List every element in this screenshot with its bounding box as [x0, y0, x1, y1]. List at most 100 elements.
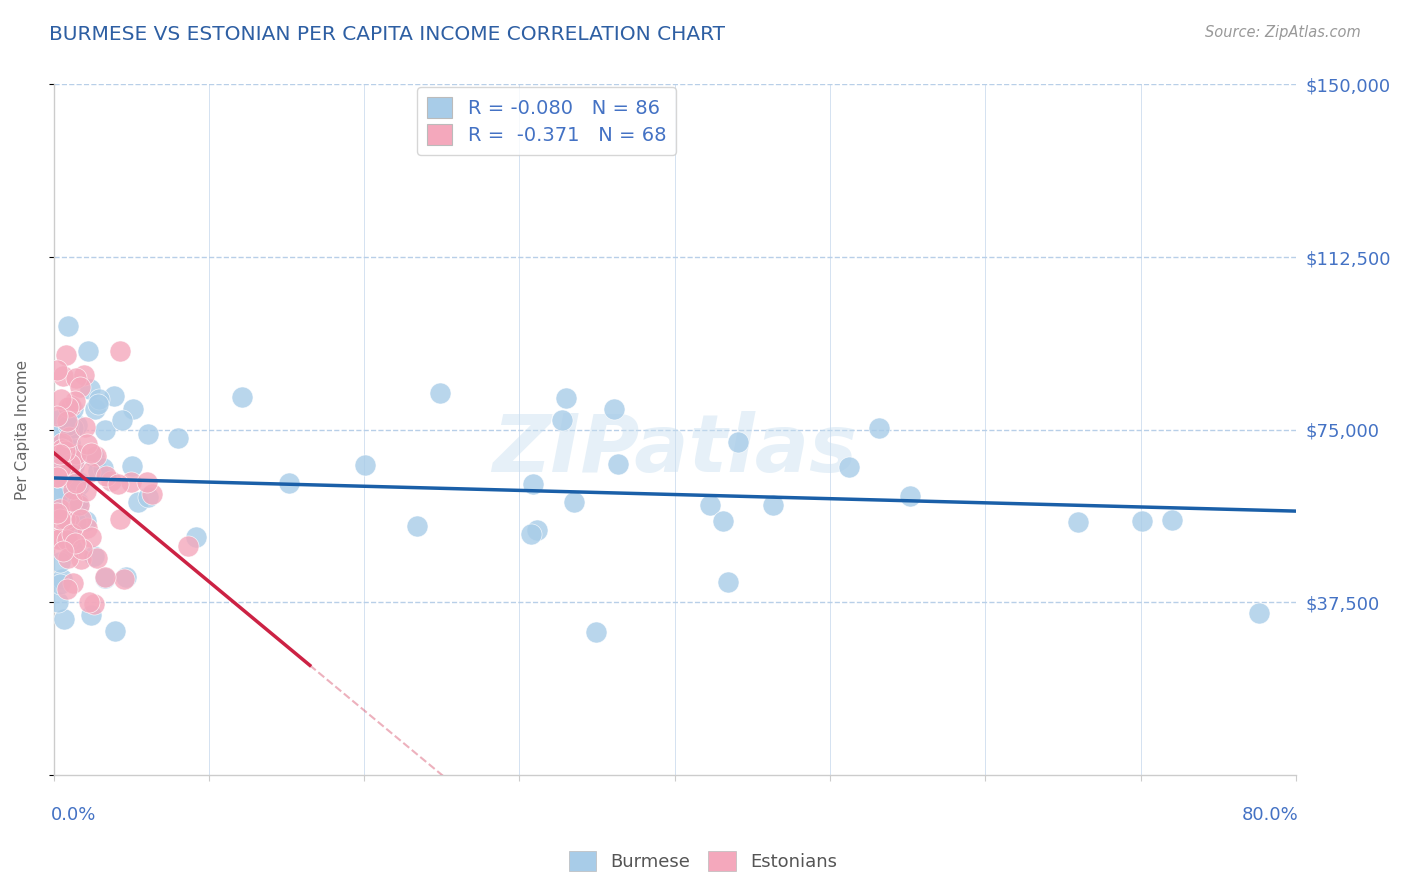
Point [63, 394, 86, 409]
Point [51, 469, 73, 483]
Point [84, 401, 107, 416]
Point [91, 461, 114, 475]
Point [46, 468, 69, 483]
Point [45, 532, 67, 546]
Point [84, 449, 107, 463]
Point [67, 498, 90, 512]
Point [602, 401, 624, 416]
Point [405, 519, 427, 533]
Point [45, 470, 67, 484]
Point [717, 575, 740, 590]
Text: ZIPatlas: ZIPatlas [492, 411, 858, 490]
Point [53, 444, 76, 458]
Point [45, 506, 67, 520]
Point [52, 481, 75, 495]
Point [100, 474, 122, 488]
Point [551, 413, 574, 427]
Point [51, 436, 73, 450]
Point [46, 504, 69, 518]
Point [75, 483, 97, 498]
Point [107, 477, 129, 491]
Point [63, 535, 86, 549]
Point [59, 457, 82, 471]
Point [55, 582, 77, 596]
Point [103, 389, 125, 403]
Point [121, 458, 143, 473]
Point [62, 452, 84, 467]
Point [1130, 514, 1153, 528]
Point [86, 550, 108, 565]
Point [76, 521, 98, 535]
Point [898, 489, 921, 503]
Point [1247, 607, 1270, 621]
Point [59, 436, 82, 450]
Point [60, 400, 83, 414]
Point [354, 458, 377, 473]
Point [45, 531, 67, 545]
Point [94, 571, 117, 585]
Point [60, 491, 83, 505]
Point [136, 490, 159, 504]
Point [46, 531, 69, 545]
Point [46, 595, 69, 609]
Point [53, 430, 76, 444]
Point [83, 549, 105, 563]
Point [51, 442, 73, 456]
Point [52, 469, 75, 483]
Point [562, 494, 585, 508]
Point [45, 470, 67, 484]
Point [711, 515, 734, 529]
Point [429, 386, 451, 401]
Point [52, 612, 75, 626]
Point [65, 476, 87, 491]
Legend: Burmese, Estonians: Burmese, Estonians [562, 844, 844, 879]
Point [70, 511, 93, 525]
Point [94, 469, 117, 483]
Point [49, 459, 72, 474]
Point [48, 555, 70, 569]
Point [52, 368, 75, 383]
Point [104, 624, 127, 638]
Point [60, 493, 83, 508]
Point [73, 420, 96, 434]
Point [87, 464, 110, 478]
Point [60, 541, 83, 555]
Point [58, 430, 80, 444]
Point [65, 515, 87, 529]
Point [55, 347, 77, 361]
Point [62, 421, 84, 435]
Point [83, 598, 105, 612]
Point [48, 427, 70, 442]
Point [67, 478, 90, 492]
Point [56, 533, 79, 548]
Point [49, 447, 72, 461]
Point [136, 426, 159, 441]
Point [66, 417, 89, 432]
Point [606, 457, 628, 471]
Point [94, 570, 117, 584]
Point [52, 525, 75, 540]
Point [56, 319, 79, 334]
Text: 80.0%: 80.0% [1241, 805, 1298, 823]
Point [62, 402, 84, 417]
Point [79, 382, 101, 396]
Point [66, 495, 89, 509]
Point [67, 475, 90, 490]
Point [868, 421, 890, 435]
Point [727, 435, 749, 450]
Point [56, 483, 79, 498]
Point [120, 475, 142, 490]
Point [70, 552, 93, 566]
Point [76, 437, 98, 451]
Point [186, 530, 208, 544]
Point [55, 414, 77, 428]
Point [79, 530, 101, 544]
Point [63, 458, 86, 473]
Point [141, 487, 163, 501]
Point [65, 450, 87, 464]
Point [87, 392, 110, 407]
Point [51, 544, 73, 558]
Point [77, 595, 100, 609]
Point [1160, 513, 1182, 527]
Point [69, 380, 91, 394]
